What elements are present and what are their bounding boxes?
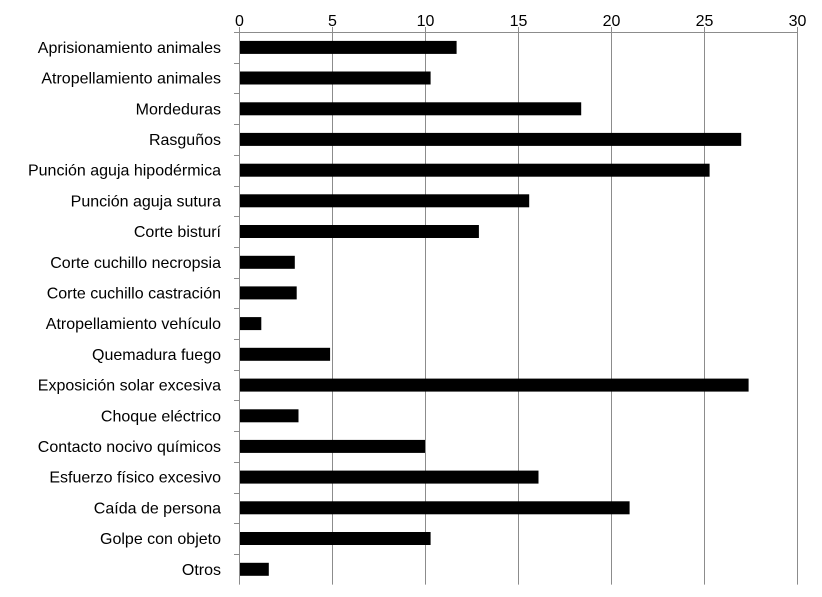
bar	[239, 133, 741, 146]
bar	[239, 501, 630, 514]
category-labels: Aprisionamiento animales Atropellamiento …	[28, 40, 222, 579]
bars	[239, 41, 749, 576]
category-label: Quemadura fuego	[92, 347, 221, 364]
category-label: Exposición solar excesiva	[38, 378, 221, 395]
category-label: Corte bisturí	[134, 224, 222, 241]
bar	[239, 348, 330, 361]
category-label: Mordeduras	[136, 101, 221, 118]
category-label: Rasguños	[149, 132, 221, 149]
bar	[239, 440, 425, 453]
category-label: Golpe con objeto	[100, 531, 221, 548]
category-label: Esfuerzo físico excesivo	[49, 470, 221, 487]
bar	[239, 317, 261, 330]
bar	[239, 471, 539, 484]
bar	[239, 164, 710, 177]
category-label: Otros	[182, 562, 221, 579]
bar	[239, 286, 297, 299]
category-label: Caída de persona	[94, 500, 221, 517]
category-label: Atropellamiento animales	[41, 71, 221, 88]
bar	[239, 563, 269, 576]
bar	[239, 409, 299, 422]
x-axis-tick-labels: 0 5 10 15 20 25 30	[235, 13, 806, 30]
bar	[239, 41, 457, 54]
category-label: Corte cuchillo castración	[47, 285, 221, 302]
category-label: Contacto nocivo químicos	[38, 439, 221, 456]
bar	[239, 194, 529, 207]
bar	[239, 72, 431, 85]
category-label: Atropellamiento vehículo	[46, 316, 221, 333]
bar	[239, 379, 749, 392]
category-label: Punción aguja hipodérmica	[28, 163, 221, 180]
bar	[239, 102, 581, 115]
bar	[239, 532, 431, 545]
category-label: Choque eléctrico	[101, 408, 221, 425]
category-label: Aprisionamiento animales	[38, 40, 221, 57]
category-label: Punción aguja sutura	[71, 193, 221, 210]
bar	[239, 225, 479, 238]
bar	[239, 256, 295, 269]
category-label: Corte cuchillo necropsia	[50, 255, 221, 272]
